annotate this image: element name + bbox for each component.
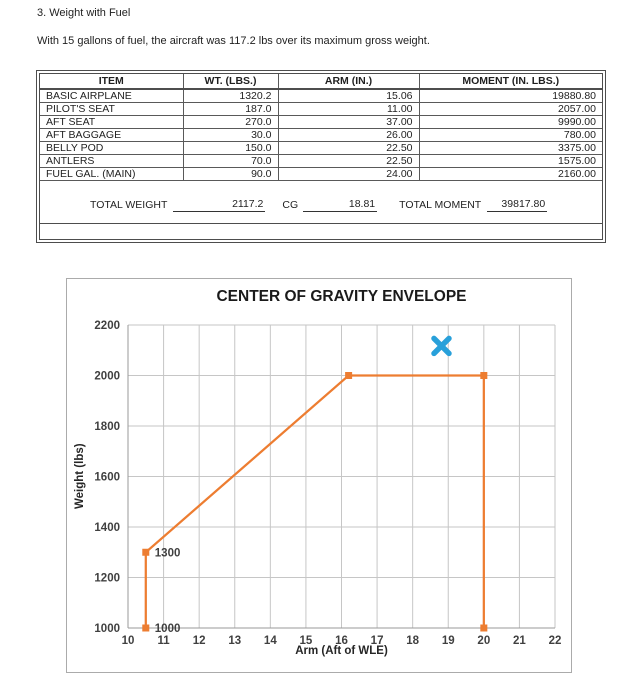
table-header-row: ITEM WT. (LBS.) ARM (IN.) MOMENT (IN. LBS.): [40, 74, 602, 90]
item-cell: AFT SEAT: [40, 115, 184, 129]
x-tick-label: 11: [157, 635, 170, 647]
section-heading: 3. Weight with Fuel: [37, 7, 131, 19]
x-tick-label: 14: [264, 635, 277, 647]
item-cell: BASIC AIRPLANE: [40, 88, 184, 103]
x-tick-label: 17: [371, 635, 384, 647]
chart-title: CENTER OF GRAVITY ENVELOPE: [216, 288, 467, 305]
envelope-marker: [345, 372, 353, 379]
column-header: WT. (LBS.): [182, 74, 279, 90]
x-tick-label: 18: [406, 635, 419, 647]
empty-table-row: [40, 224, 602, 239]
x-tick-label: 22: [549, 635, 562, 647]
x-tick-label: 10: [122, 635, 135, 647]
x-tick-label: 19: [442, 635, 455, 647]
value-cell: 19880.80: [418, 88, 602, 103]
value-cell: 37.00: [277, 115, 420, 129]
item-cell: AFT BAGGAGE: [40, 128, 184, 142]
envelope-marker: [142, 548, 150, 556]
y-tick-label: 1000: [94, 623, 120, 635]
value-cell: 11.00: [277, 102, 420, 116]
value-cell: 780.00: [418, 128, 602, 142]
y-tick-label: 2200: [94, 320, 120, 332]
x-tick-label: 12: [193, 635, 206, 647]
column-header: ITEM: [40, 74, 184, 90]
value-cell: 90.0: [182, 167, 279, 181]
data-label: 1000: [155, 623, 181, 635]
item-cell: FUEL GAL. (MAIN): [40, 167, 184, 181]
value-cell: 2160.00: [418, 167, 602, 181]
value-cell: 22.50: [277, 154, 420, 168]
x-tick-label: 21: [513, 635, 526, 647]
weight-table: ITEM WT. (LBS.) ARM (IN.) MOMENT (IN. LBS.)…: [40, 74, 602, 181]
value-cell: 24.00: [277, 167, 420, 181]
value-cell: 1320.2: [182, 88, 279, 103]
item-cell: PILOT'S SEAT: [40, 102, 184, 116]
x-tick-label: 20: [477, 635, 490, 647]
table-row: PILOT'S SEAT 187.0 11.00 2057.00: [40, 102, 602, 116]
x-tick-label: 16: [335, 635, 348, 647]
weight-balance-table-inner: ITEM WT. (LBS.) ARM (IN.) MOMENT (IN. LBS.)…: [39, 73, 603, 240]
cg-label: CG: [282, 199, 299, 211]
x-tick-label: 15: [300, 635, 313, 647]
envelope-marker: [480, 372, 488, 379]
y-tick-label: 2000: [94, 371, 120, 383]
table-row: BASIC AIRPLANE 1320.2 15.06 19880.80: [40, 88, 602, 103]
envelope-marker: [142, 624, 150, 632]
total-weight-label: TOTAL WEIGHT: [90, 199, 168, 211]
table-row: ANTLERS 70.0 22.50 1575.00: [40, 154, 602, 168]
envelope-marker: [480, 624, 488, 632]
table-row: AFT SEAT 270.0 37.00 9990.00: [40, 115, 602, 129]
total-moment-label: TOTAL MOMENT: [399, 199, 482, 211]
value-cell: 150.0: [182, 141, 279, 155]
plot-svg: 10 11 12 13 14 15 16 17 18 19 20 21 22 1000 1200 1400 16…: [94, 320, 562, 647]
value-cell: 270.0: [182, 115, 279, 129]
x-tick-label: 13: [228, 635, 241, 647]
total-weight-value: 2117.2: [173, 198, 266, 212]
cg-point-marker: [431, 335, 452, 357]
value-cell: 15.06: [277, 88, 420, 103]
value-cell: 187.0: [182, 102, 279, 116]
weight-balance-table: ITEM WT. (LBS.) ARM (IN.) MOMENT (IN. LBS.)…: [36, 70, 606, 243]
value-cell: 3375.00: [418, 141, 602, 155]
weight-table-body: BASIC AIRPLANE 1320.2 15.06 19880.80 PILOT'S…: [40, 88, 602, 181]
table-row: AFT BAGGAGE 30.0 26.00 780.00: [40, 128, 602, 142]
summary-text: With 15 gallons of fuel, the aircraft wa…: [37, 35, 430, 47]
value-cell: 22.50: [277, 141, 420, 155]
value-cell: 2057.00: [418, 102, 602, 116]
y-tick-label: 1800: [94, 421, 120, 433]
y-tick-label: 1200: [94, 573, 120, 585]
total-moment-value: 39817.80: [487, 198, 548, 212]
table-row: FUEL GAL. (MAIN) 90.0 24.00 2160.00: [40, 167, 602, 181]
item-cell: BELLY POD: [40, 141, 184, 155]
value-cell: 30.0: [182, 128, 279, 142]
item-cell: ANTLERS: [40, 154, 184, 168]
value-cell: 26.00: [277, 128, 420, 142]
x-axis-title: Arm (Aft of WLE): [295, 645, 388, 657]
data-label: 1300: [155, 547, 181, 559]
totals-row: TOTAL WEIGHT 2117.2 CG 18.81 TOTAL MOMEN…: [40, 181, 602, 224]
value-cell: 1575.00: [418, 154, 602, 168]
value-cell: 9990.00: [418, 115, 602, 129]
column-header: MOMENT (IN. LBS.): [418, 74, 602, 90]
cg-envelope-chart: CENTER OF GRAVITY ENVELOPE Weight (lbs) …: [66, 278, 572, 673]
table-row: BELLY POD 150.0 22.50 3375.00: [40, 141, 602, 155]
value-cell: 70.0: [182, 154, 279, 168]
envelope-line: [144, 374, 485, 628]
y-tick-label: 1600: [94, 472, 120, 484]
cg-value: 18.81: [303, 198, 378, 212]
column-header: ARM (IN.): [277, 74, 420, 90]
y-tick-label: 1400: [94, 522, 120, 534]
